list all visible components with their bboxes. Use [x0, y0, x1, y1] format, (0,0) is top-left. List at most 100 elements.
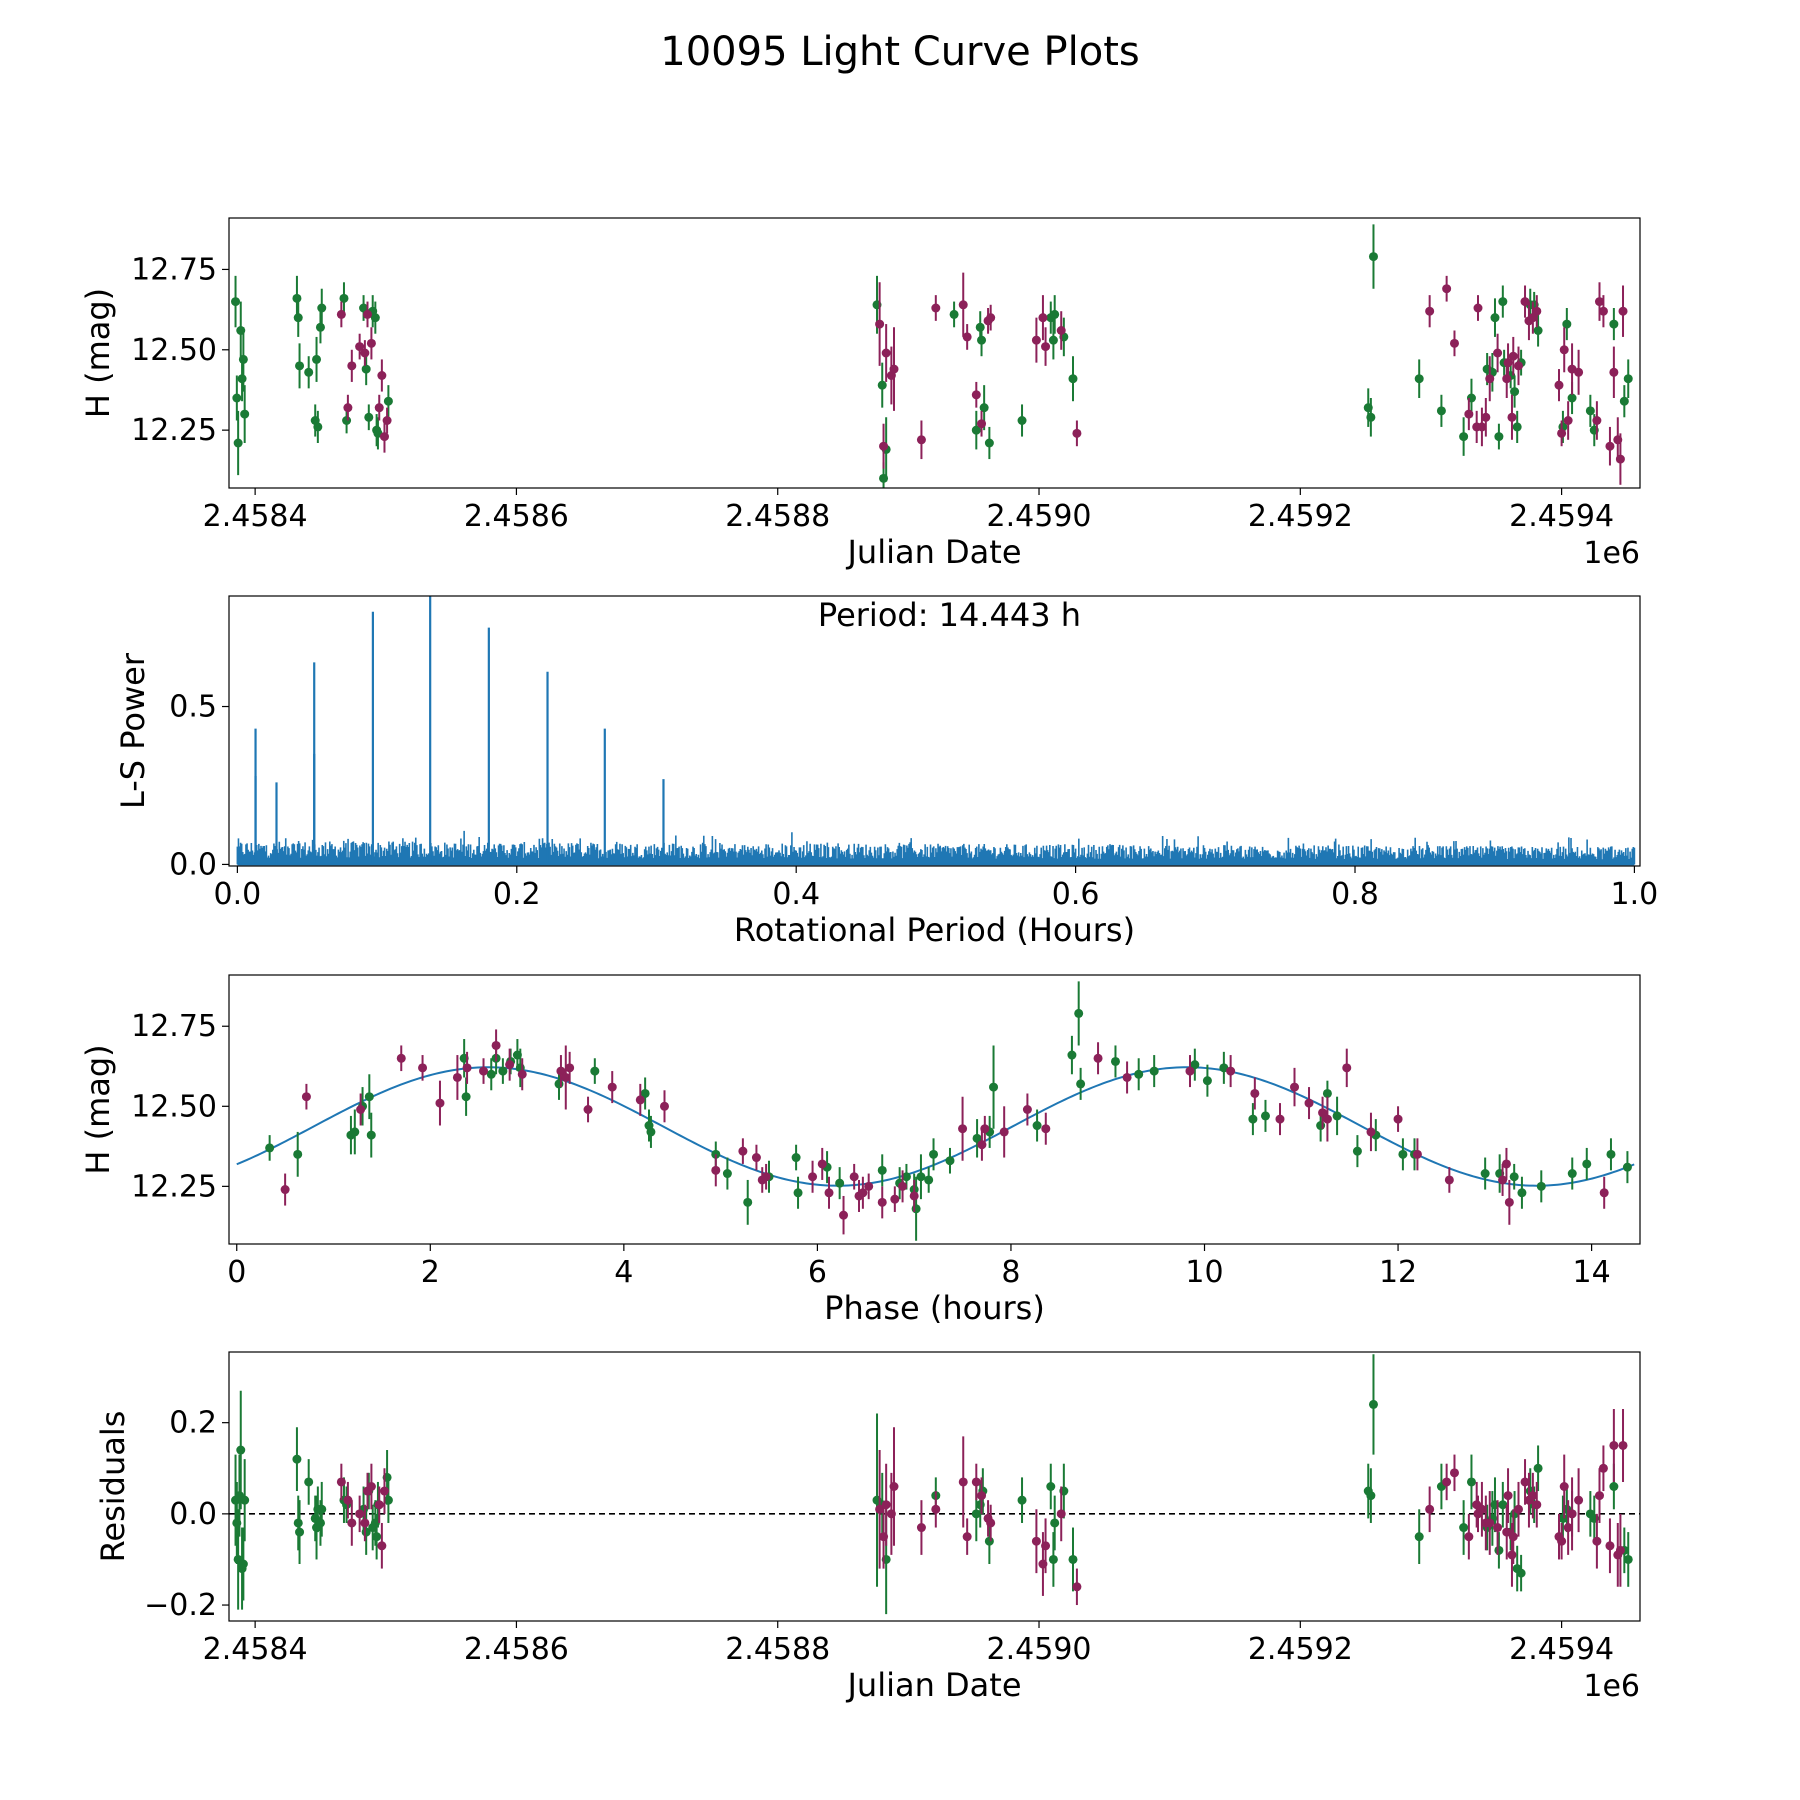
purple-point [711, 1165, 721, 1175]
y-tick-label: 0.2 [169, 1406, 217, 1441]
purple-point [1618, 306, 1628, 316]
purple-point [1592, 1536, 1602, 1546]
purple-point [1250, 1088, 1260, 1098]
green-point [1494, 432, 1504, 442]
green-point [293, 1149, 303, 1159]
x-tick-label: 2.4590 [987, 1632, 1092, 1667]
x-tick-label: 2.4586 [464, 1632, 569, 1667]
green-point [293, 313, 303, 323]
green-point [233, 438, 243, 448]
purple-point [418, 1063, 428, 1073]
purple-point [561, 1072, 571, 1082]
purple-point [607, 1082, 617, 1092]
green-point [1067, 1050, 1077, 1060]
x-tick-label: 14 [1573, 1255, 1611, 1290]
green-point [304, 1477, 314, 1487]
green-point [1619, 396, 1629, 406]
green-point [1498, 1500, 1508, 1510]
purple-point [962, 332, 972, 342]
y-tick-label: 12.25 [131, 1169, 217, 1204]
green-point [350, 1127, 360, 1137]
purple-point [1226, 1066, 1236, 1076]
y-axis-label: H (mag) [79, 288, 117, 418]
purple-point [1594, 297, 1604, 307]
purple-point [761, 1172, 771, 1182]
purple-point [1615, 1545, 1625, 1555]
purple-point [1563, 416, 1573, 425]
purple-point [366, 1482, 376, 1491]
purple-point [1072, 1582, 1082, 1592]
purple-point [1022, 1105, 1032, 1114]
purple-point [1041, 1541, 1051, 1551]
purple-point [379, 1486, 389, 1496]
green-point [236, 1445, 246, 1455]
phased-chart: 0 2 4 6 8 10 12 14 12.25 12.50 12.75 Phase (hours) H… [79, 974, 1641, 1327]
x-tick-label: 2.4590 [987, 499, 1092, 534]
purple-point [362, 309, 372, 319]
x-axis-label: Julian Date [845, 1666, 1021, 1704]
green-point [1567, 1169, 1577, 1179]
green-point [793, 1188, 803, 1198]
green-point [364, 412, 374, 422]
green-point [929, 1149, 939, 1159]
purple-point [1366, 1127, 1376, 1137]
purple-point [875, 319, 885, 329]
purple-point [1473, 303, 1483, 313]
x-tick-label: 2 [421, 1255, 440, 1290]
purple-point [360, 348, 370, 358]
purple-point [1532, 306, 1542, 316]
x-tick-label: 2.4586 [464, 499, 569, 534]
purple-point [1520, 1477, 1530, 1487]
purple-point [1598, 1463, 1608, 1473]
green-point [1623, 374, 1633, 384]
green-point [304, 367, 314, 377]
purple-point [1041, 1124, 1051, 1134]
green-point [1048, 335, 1058, 345]
y-tick-label: 12.25 [131, 413, 217, 448]
purple-point [1503, 1491, 1513, 1501]
purple-point [1464, 409, 1474, 419]
green-point [1536, 1181, 1546, 1191]
purple-point [1093, 1053, 1103, 1063]
purple-point [374, 1500, 384, 1510]
green-point [1316, 1121, 1326, 1131]
green-point [383, 1495, 393, 1505]
purple-point [347, 361, 357, 371]
green-point [1609, 319, 1619, 329]
purple-point [875, 1504, 885, 1514]
green-point [295, 361, 305, 371]
green-point [1567, 393, 1577, 403]
green-point [1480, 1169, 1490, 1179]
purple-point [751, 1153, 761, 1163]
green-point [924, 1175, 934, 1185]
green-point [315, 1518, 325, 1528]
purple-point [977, 1140, 987, 1150]
purple-point [1557, 428, 1567, 438]
purple-point [1574, 367, 1584, 377]
x-tick-label: 0.2 [493, 877, 541, 912]
green-point [901, 1172, 911, 1182]
purple-point [738, 1146, 748, 1156]
purple-point [1041, 342, 1051, 352]
purple-point [355, 1509, 365, 1519]
purple-point [916, 435, 926, 445]
green-point [292, 1454, 302, 1464]
purple-point [1185, 1066, 1195, 1076]
purple-point [1449, 338, 1459, 348]
green-point [317, 303, 327, 313]
y-axis-label: Residuals [94, 1411, 132, 1563]
green-point [238, 354, 248, 364]
green-point [1436, 406, 1446, 416]
green-point [1248, 1114, 1258, 1124]
green-point [364, 1092, 374, 1102]
residuals-data [229, 1354, 1640, 1615]
green-point [312, 354, 322, 364]
green-point [1490, 313, 1500, 323]
purple-point [1038, 313, 1048, 323]
green-point [911, 1204, 921, 1214]
green-point [317, 1504, 327, 1514]
green-point [231, 297, 241, 307]
green-point [240, 409, 250, 419]
green-point [461, 1092, 471, 1102]
green-point [1134, 1069, 1144, 1079]
